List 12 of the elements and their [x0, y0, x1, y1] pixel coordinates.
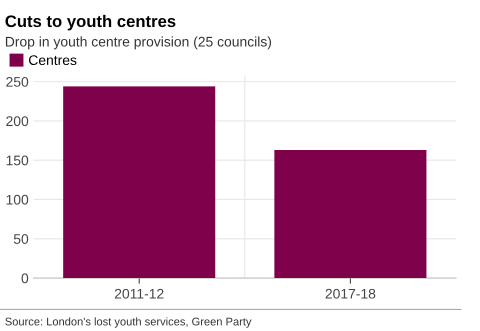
- chart-title: Cuts to youth centres: [5, 14, 176, 30]
- y-tick-label: 100: [6, 194, 28, 205]
- legend-label: Centres: [29, 55, 76, 66]
- y-tick-label: 50: [14, 234, 28, 244]
- y-tick-label: 150: [6, 156, 28, 166]
- y-tick-label: 0: [22, 273, 28, 284]
- source-note: Source: London's lost youth services, Green Party: [5, 317, 252, 328]
- x-tick-label: 2011-12: [114, 288, 164, 299]
- y-tick-label: 250: [6, 76, 28, 87]
- y-tick-label: 200: [6, 116, 28, 126]
- x-tick-label: 2017-18: [326, 288, 376, 299]
- chart-subtitle: Drop in youth centre provision (25 councils): [6, 36, 272, 50]
